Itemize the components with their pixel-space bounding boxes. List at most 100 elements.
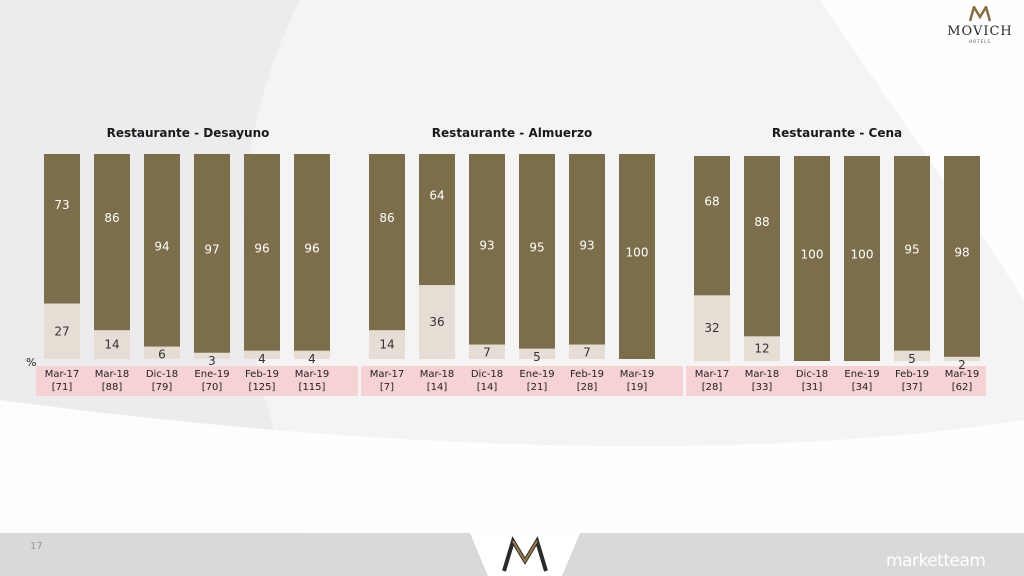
data-label-light: 36: [429, 315, 444, 329]
category-tick-label: Mar-19: [620, 369, 655, 380]
data-label-dark: 95: [529, 240, 544, 254]
data-label-light: 27: [54, 324, 69, 338]
bar-segment-dark: [419, 154, 455, 286]
bar-segment-dark: [469, 154, 505, 345]
bar-segment-dark: [794, 156, 830, 361]
data-label-dark: 95: [904, 242, 919, 256]
bar-segment-light: [294, 350, 330, 359]
base-size-label: [125]: [249, 382, 276, 393]
data-label-light: 5: [533, 350, 541, 364]
category-tick-label: Mar-18: [745, 369, 780, 380]
bar-segment-light: [44, 303, 80, 359]
bar-segment-dark: [744, 156, 780, 337]
data-label-dark: 96: [304, 241, 319, 255]
data-label-light: 4: [308, 352, 316, 366]
data-label-light: 7: [583, 346, 591, 360]
bar-segment-dark: [44, 154, 80, 304]
data-label-dark: 100: [851, 248, 874, 262]
bar-segment-dark: [619, 154, 655, 359]
base-size-label: [79]: [152, 382, 173, 393]
base-size-label: [14]: [477, 382, 498, 393]
category-tick-label: Ene-19: [194, 369, 229, 380]
bar-segment-light: [694, 295, 730, 361]
base-size-label: [115]: [299, 382, 326, 393]
footer-emblem: [470, 533, 580, 576]
data-label-dark: 73: [54, 198, 69, 212]
movich-emblem-icon: [968, 3, 992, 22]
bar-segment-dark: [844, 156, 880, 361]
data-label-light: 4: [258, 352, 266, 366]
category-tick-label: Mar-17: [370, 369, 405, 380]
bar-segment-dark: [519, 154, 555, 349]
bar-segment-light: [419, 285, 455, 359]
category-tick-label: Mar-18: [95, 369, 130, 380]
category-tick-label: Mar-19: [295, 369, 330, 380]
bar-segment-light: [194, 352, 230, 359]
brand-sub: HOTELS: [969, 39, 991, 44]
base-size-label: [70]: [202, 382, 223, 393]
data-label-light: 2: [958, 358, 966, 372]
category-label-band: [686, 366, 986, 396]
category-tick-label: Mar-18: [420, 369, 455, 380]
data-label-dark: 93: [479, 238, 494, 252]
category-label-band: [361, 366, 683, 396]
bar-segment-dark: [144, 154, 180, 347]
bar-segment-light: [244, 350, 280, 359]
data-label-dark: 100: [626, 246, 649, 260]
category-tick-label: Mar-17: [45, 369, 80, 380]
data-label-light: 14: [379, 338, 394, 352]
bar-segment-light: [519, 348, 555, 359]
base-size-label: [88]: [102, 382, 123, 393]
category-tick-label: Ene-19: [844, 369, 879, 380]
category-tick-label: Mar-17: [695, 369, 730, 380]
base-size-label: [62]: [952, 382, 973, 393]
base-size-label: [34]: [852, 382, 873, 393]
data-label-light: 3: [208, 354, 216, 368]
category-label-band: [36, 366, 358, 396]
bar-segment-light: [144, 346, 180, 359]
bar-segment-dark: [244, 154, 280, 351]
bar-segment-dark: [94, 154, 130, 331]
base-size-label: [28]: [577, 382, 598, 393]
data-label-light: 6: [158, 348, 166, 362]
data-label-light: 14: [104, 338, 119, 352]
base-size-label: [28]: [702, 382, 723, 393]
base-size-label: [37]: [902, 382, 923, 393]
data-label-dark: 96: [254, 241, 269, 255]
data-label-dark: 86: [104, 211, 119, 225]
chart-title-almuerzo: Restaurante - Almuerzo: [431, 126, 593, 140]
bar-segment-light: [744, 336, 780, 361]
category-tick-label: Feb-19: [895, 369, 929, 380]
category-tick-label: Dic-18: [796, 369, 828, 380]
brand-name: MOVICH: [947, 24, 1013, 39]
bar-segment-light: [894, 350, 930, 361]
bar-segment-dark: [569, 154, 605, 345]
data-label-light: 12: [754, 342, 769, 356]
page-number: 17: [30, 541, 43, 552]
bar-segment-dark: [944, 156, 980, 357]
category-tick-label: Mar-19: [945, 369, 980, 380]
bar-segment-light: [569, 344, 605, 359]
bar-segment-dark: [369, 154, 405, 331]
base-size-label: [19]: [627, 382, 648, 393]
base-size-label: [21]: [527, 382, 548, 393]
data-label-light: 7: [483, 346, 491, 360]
category-tick-label: Ene-19: [519, 369, 554, 380]
unit-label: %: [26, 356, 36, 369]
data-label-light: 32: [704, 321, 719, 335]
bar-segment-dark: [194, 154, 230, 353]
stacked-bar-charts: 7327Mar-17[71]8614Mar-18[88]946Dic-18[79…: [26, 154, 986, 396]
data-label-dark: 64: [429, 189, 444, 203]
bar-segment-dark: [894, 156, 930, 351]
bar-segment-dark: [694, 156, 730, 296]
data-label-dark: 93: [579, 238, 594, 252]
chart-title-desayuno: Restaurante - Desayuno: [106, 126, 270, 140]
base-size-label: [33]: [752, 382, 773, 393]
data-label-dark: 97: [204, 242, 219, 256]
base-size-label: [71]: [52, 382, 73, 393]
bar-segment-light: [469, 344, 505, 359]
chart-title-cena: Restaurante - Cena: [771, 126, 903, 140]
base-size-label: [31]: [802, 382, 823, 393]
bar-segment-light: [369, 330, 405, 359]
base-size-label: [7]: [380, 382, 394, 393]
